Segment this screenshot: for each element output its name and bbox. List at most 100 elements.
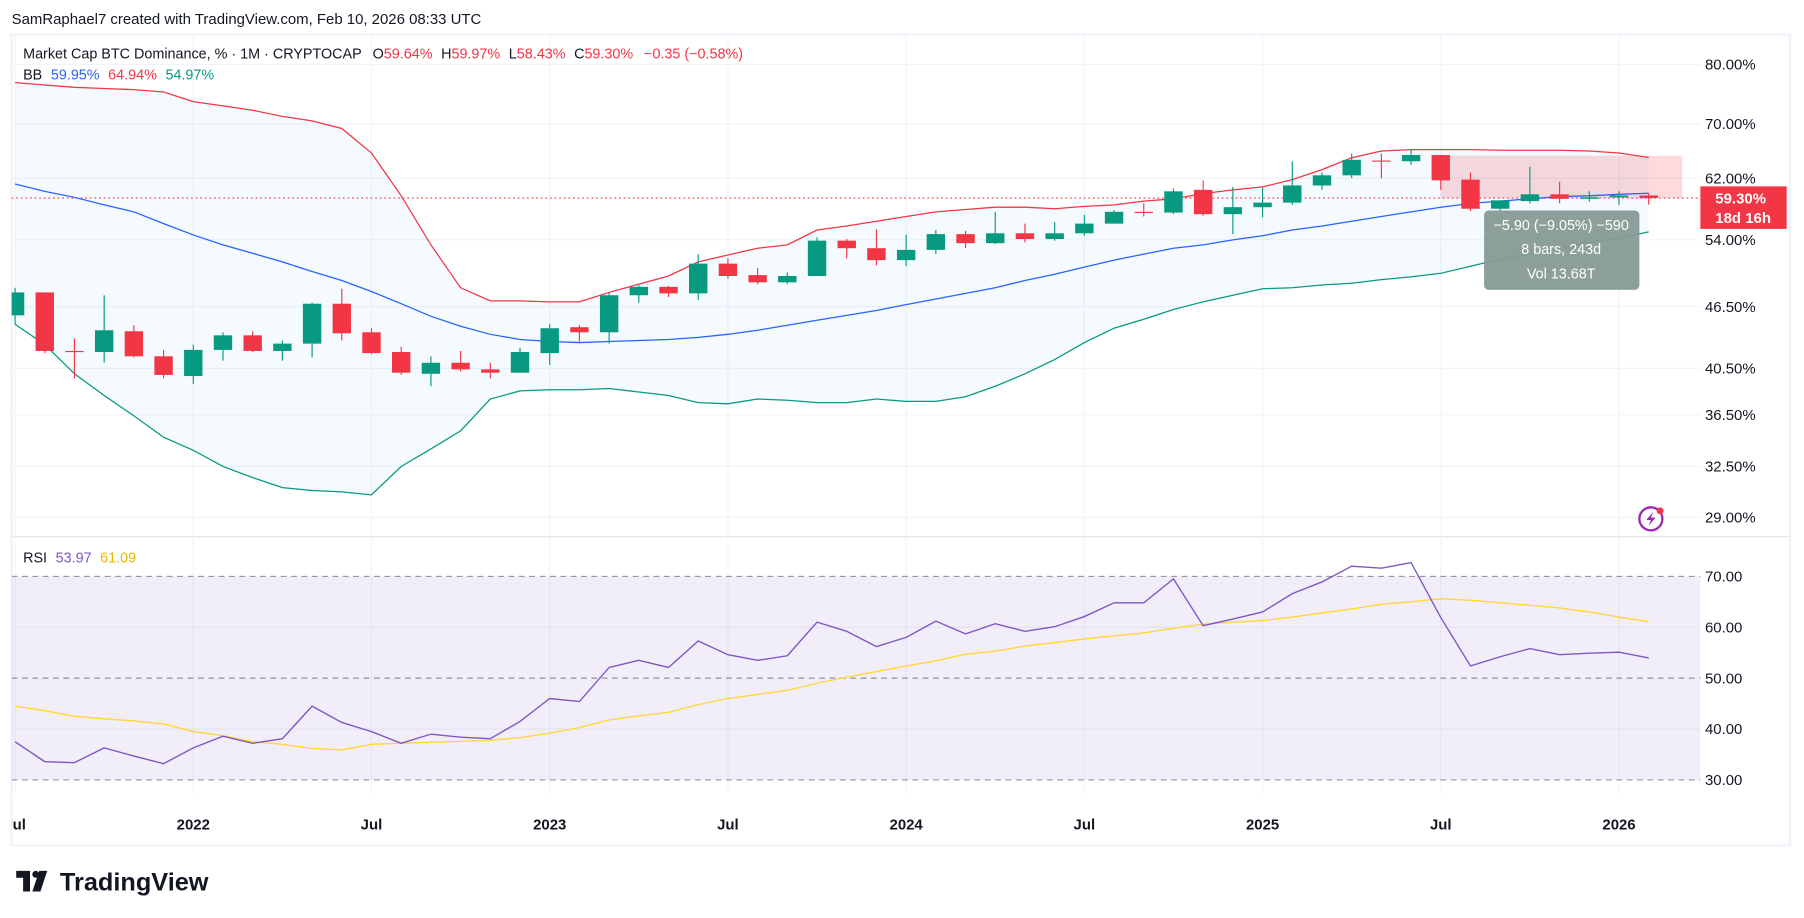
candle	[1520, 166, 1540, 204]
tradingview-logo-icon	[16, 870, 48, 892]
candle-body	[510, 352, 530, 373]
price-tick-label: 29.00%	[1705, 510, 1756, 527]
candle-body	[867, 248, 886, 261]
candle	[1164, 188, 1183, 215]
main-legend[interactable]: Market Cap BTC Dominance, % · 1M · CRYPT…	[23, 47, 743, 63]
candle-body	[213, 335, 233, 350]
candle-body	[1550, 194, 1569, 199]
candle-body	[1015, 233, 1035, 240]
candle-body	[391, 352, 411, 373]
candle	[35, 292, 54, 354]
candle	[748, 267, 767, 285]
open-label: O	[373, 47, 384, 63]
candle-body	[94, 330, 114, 353]
measure-volume: Vol 13.68T	[1527, 266, 1596, 282]
candle-body	[124, 331, 144, 357]
candle	[243, 331, 262, 353]
candle-body	[629, 286, 649, 296]
candle	[599, 292, 619, 344]
candle-body	[243, 335, 262, 351]
symbol-title: Market Cap BTC Dominance, % · 1M · CRYPT…	[23, 47, 362, 63]
candle	[1639, 193, 1658, 205]
candle-body	[689, 263, 708, 294]
rsi-band	[11, 575, 1701, 781]
candle	[1283, 161, 1302, 205]
rsi-tick-label: 70.00	[1705, 569, 1742, 586]
measure-bars: 8 bars, 243d	[1521, 242, 1601, 258]
rsi-tick-label: 40.00	[1705, 721, 1742, 738]
candle	[124, 325, 144, 358]
candle	[570, 325, 589, 342]
candle-body	[1490, 200, 1510, 209]
candle	[1223, 186, 1243, 235]
candle	[94, 295, 114, 363]
bar-countdown: 18d 16h	[1715, 210, 1771, 227]
candle	[451, 350, 470, 372]
candle	[1431, 155, 1450, 190]
rsi-ma-value: 61.09	[100, 551, 136, 567]
rsi-legend[interactable]: RSI 53.97 61.09	[23, 551, 136, 567]
rsi-ma-line	[14, 598, 1649, 751]
bb-upper-value: 64.94%	[108, 67, 157, 83]
bb-legend[interactable]: BB 59.95% 64.94% 54.97%	[23, 67, 214, 83]
candle-body	[1193, 189, 1213, 215]
candle-body	[1045, 233, 1064, 240]
candle	[689, 254, 708, 300]
candle-body	[35, 292, 54, 351]
candle	[1550, 181, 1569, 204]
candle-body	[956, 234, 975, 244]
rsi-axis[interactable]: 70.00 60.00 50.00 40.00 30.00	[1705, 569, 1742, 790]
candle	[510, 347, 530, 373]
measure-range	[1440, 155, 1683, 199]
candle	[1372, 153, 1391, 179]
high-label: H	[441, 47, 451, 63]
candle-body	[1580, 197, 1599, 199]
rsi-pane[interactable]	[14, 561, 1649, 765]
candle-body	[65, 350, 84, 353]
candle	[11, 287, 25, 325]
candle-body	[1401, 155, 1421, 162]
price-pane[interactable]	[6, 82, 1701, 496]
candle	[896, 234, 916, 267]
candle-body	[1372, 160, 1391, 162]
candle	[1312, 172, 1332, 190]
candle-body	[1104, 211, 1124, 224]
candle-body	[362, 332, 381, 354]
candle	[1104, 210, 1124, 224]
rsi-tick-label: 60.00	[1705, 619, 1742, 636]
candle	[629, 285, 649, 303]
price-tick-label: 46.50%	[1705, 299, 1756, 316]
candle	[1045, 222, 1064, 241]
price-axis[interactable]: 80.00% 70.00% 62.00% 54.00% 46.50% 40.50% 36.5…	[1705, 57, 1756, 527]
time-tick-label: 2025	[1246, 816, 1279, 833]
measure-tooltip: −5.90 (−9.05%) −590 8 bars, 243d Vol 13.…	[1484, 210, 1640, 290]
candle	[391, 346, 411, 375]
candle	[540, 324, 559, 365]
candle-body	[1075, 223, 1094, 234]
price-tick-label: 54.00%	[1705, 232, 1756, 249]
current-price-value: 59.30%	[1715, 191, 1766, 208]
candle	[302, 302, 322, 358]
candle	[1075, 214, 1094, 236]
lightning-icon[interactable]	[1638, 506, 1664, 532]
candle	[421, 356, 441, 387]
tradingview-logo[interactable]: TradingView	[16, 868, 209, 896]
candle-body	[570, 327, 589, 333]
measure-change: −5.90 (−9.05%) −590	[1494, 218, 1629, 234]
candle-body	[1283, 185, 1302, 203]
rsi-tick-label: 30.00	[1705, 772, 1742, 789]
time-tick-label: 2023	[533, 816, 566, 833]
high-value: 59.97%	[451, 47, 500, 63]
candle	[1401, 149, 1421, 165]
candle	[1461, 172, 1480, 212]
candle-body	[837, 240, 856, 249]
candle-body	[11, 292, 25, 316]
logo-text: TradingView	[60, 868, 209, 896]
candle-body	[1223, 207, 1243, 215]
candle	[986, 211, 1005, 245]
candle-body	[451, 362, 470, 370]
time-tick-label: 2026	[1602, 816, 1635, 833]
time-axis[interactable]: Jul 2022 Jul 2023 Jul 2024 Jul 2025 Jul 2026	[4, 816, 1636, 833]
bb-lower-line	[14, 231, 1649, 496]
